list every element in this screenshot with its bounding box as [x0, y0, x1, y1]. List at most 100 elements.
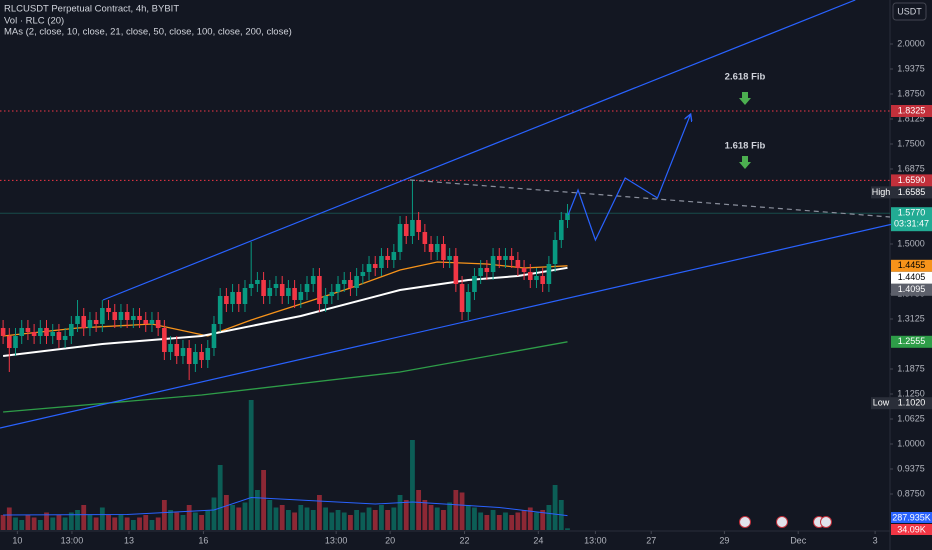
- fib-label: 2.618 Fib: [725, 72, 766, 83]
- price-label: 1.6590: [898, 175, 926, 185]
- x-tick-label: Dec: [790, 535, 807, 545]
- candle-body: [255, 280, 260, 284]
- candle-body: [354, 276, 359, 288]
- volume-bar: [348, 515, 353, 530]
- volume-bar: [37, 520, 43, 530]
- volume-bar: [534, 512, 539, 530]
- volume-legend: Vol · RLC (20): [4, 16, 64, 27]
- y-tick-label: 1.8750: [897, 88, 925, 98]
- candle-body: [416, 220, 421, 232]
- event-flag[interactable]: [820, 516, 832, 528]
- candle-body: [131, 316, 136, 320]
- symbol-title: RLCUSDT Perpetual Contract, 4h, BYBIT: [4, 4, 179, 15]
- candle-body: [7, 336, 12, 348]
- candle-body: [236, 292, 242, 304]
- candle-body: [385, 256, 390, 260]
- candle-body: [478, 268, 483, 276]
- volume-bar: [168, 510, 173, 530]
- candle-body: [31, 332, 37, 336]
- candle-body: [75, 316, 80, 324]
- candle-body: [93, 320, 99, 324]
- candle-body: [87, 320, 93, 328]
- candle-body: [323, 296, 328, 304]
- x-tick-label: 10: [12, 535, 22, 545]
- volume-bar: [552, 485, 558, 530]
- y-tick-label: 1.1250: [897, 388, 925, 398]
- volume-bar: [130, 520, 136, 530]
- candle-body: [441, 244, 446, 260]
- volume-bar: [205, 510, 211, 530]
- volume-bar: [459, 492, 465, 530]
- candle-body: [19, 328, 25, 336]
- candle-body: [242, 288, 248, 304]
- fib-arrow: [739, 156, 751, 169]
- y-tick-label: 1.0625: [897, 413, 925, 423]
- volume-bar: [434, 507, 440, 530]
- candle-body: [515, 260, 521, 268]
- candle-body: [503, 256, 508, 260]
- volume-bar: [25, 515, 31, 530]
- candle-body: [168, 344, 173, 352]
- candle-body: [335, 284, 341, 292]
- candle-body: [149, 320, 155, 324]
- volume-bar: [341, 512, 347, 530]
- price-label-box: [891, 105, 932, 117]
- volume-bar: [515, 512, 521, 530]
- volume-bar: [99, 507, 105, 530]
- countdown: 03:31:47: [894, 219, 929, 229]
- candle-body: [62, 336, 68, 340]
- price-label-box: [891, 335, 932, 348]
- candle-body: [310, 276, 316, 284]
- volume-bar: [397, 495, 403, 530]
- currency-box[interactable]: [892, 2, 927, 21]
- candle-body: [565, 213, 570, 220]
- candle-body: [174, 344, 180, 356]
- volume-bar: [6, 507, 12, 530]
- trend-drawing: [0, 214, 932, 429]
- price-tag: High: [872, 187, 891, 197]
- candle-body: [366, 264, 372, 272]
- candle-body: [137, 316, 142, 320]
- candle-body: [403, 224, 409, 236]
- volume-bar: [310, 510, 316, 530]
- price-label: 1.2555: [898, 336, 926, 346]
- volume-bar: [137, 517, 142, 530]
- candle-body: [267, 288, 273, 296]
- volume-bar: [317, 495, 322, 530]
- volume-bar: [68, 512, 74, 530]
- x-tick-label: 3: [873, 535, 878, 545]
- candle-body: [465, 292, 471, 312]
- x-tick-label: 22: [460, 535, 470, 545]
- x-tick-label: 27: [646, 535, 656, 545]
- volume-bar: [391, 507, 397, 530]
- candle-body: [248, 284, 254, 288]
- volume-bar: [496, 515, 502, 530]
- currency[interactable]: USDT: [897, 6, 922, 16]
- y-tick-label: 1.6875: [897, 163, 925, 173]
- volume-bar: [124, 517, 130, 530]
- candle-body: [50, 332, 56, 336]
- x-tick-label: 24: [533, 535, 543, 545]
- volume-bar: [285, 510, 291, 530]
- volume-bar: [211, 497, 217, 530]
- candle-body: [472, 276, 477, 292]
- event-flag[interactable]: [739, 516, 751, 528]
- event-flag[interactable]: [776, 516, 788, 528]
- volume-bar: [403, 500, 409, 530]
- volume-bar: [540, 510, 546, 530]
- volume-bar: [447, 502, 453, 530]
- volume-bar: [385, 510, 391, 530]
- event-icons[interactable]: [739, 516, 832, 528]
- volume-bar: [527, 507, 533, 530]
- price-tag-box: [871, 186, 891, 199]
- fib-label: 1.618 Fib: [725, 141, 766, 152]
- volume-bar: [267, 500, 273, 530]
- moving-average: [3, 341, 568, 413]
- volume-bar: [112, 517, 118, 530]
- candle-body: [341, 280, 347, 284]
- candle-body: [193, 352, 198, 364]
- volume-bar: [93, 517, 99, 530]
- candle-body: [379, 256, 384, 268]
- y-tick-label: 1.3125: [897, 313, 925, 323]
- volume-bar: [360, 512, 366, 530]
